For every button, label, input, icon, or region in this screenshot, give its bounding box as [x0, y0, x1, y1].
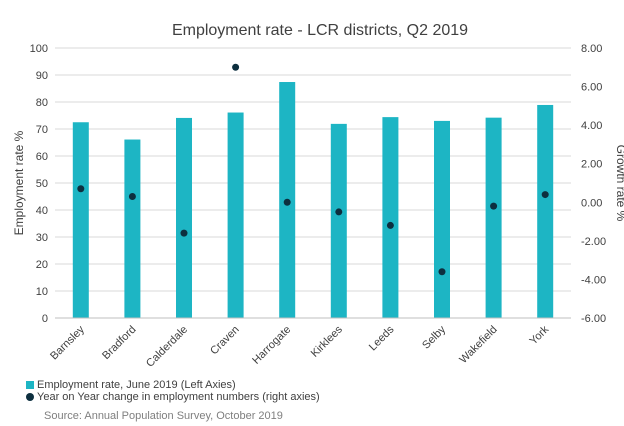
bar	[227, 112, 244, 318]
left-tick-label: 70	[36, 124, 48, 136]
right-tick-label: 8.00	[581, 43, 602, 55]
data-point	[541, 191, 549, 199]
left-tick-label: 90	[36, 70, 48, 82]
left-tick-label: 50	[36, 178, 48, 190]
bar	[434, 120, 450, 319]
left-axis-label: Employment rate %	[12, 130, 26, 235]
right-axis-label: Growth rate %	[614, 145, 624, 222]
legend-swatch-dot	[26, 393, 34, 401]
bar	[124, 139, 141, 318]
x-tick-label: Barnsley	[48, 323, 87, 362]
right-tick-label: -2.00	[581, 236, 606, 248]
right-tick-label: 6.00	[581, 82, 602, 94]
left-tick-label: 30	[36, 232, 48, 244]
x-axis-labels: Barnsley Bradford Calderdale Craven Harrogat…	[48, 323, 551, 369]
left-axis-ticks: 0 10 20 30 40 50 60 70 80 90 100	[30, 43, 48, 325]
left-tick-label: 80	[36, 97, 48, 109]
bar	[72, 122, 89, 318]
bar	[382, 117, 399, 319]
legend-label-yoy-change: Year on Year change in employment number…	[37, 391, 320, 403]
right-tick-label: 0.00	[581, 197, 602, 209]
left-tick-label: 0	[42, 313, 48, 325]
legend-item-yoy-change: Year on Year change in employment number…	[26, 391, 320, 403]
data-point	[490, 202, 498, 210]
legend-swatch-bar	[26, 381, 34, 389]
left-tick-label: 60	[36, 151, 48, 163]
chart-title: Employment rate - LCR districts, Q2 2019	[172, 22, 468, 39]
bar	[176, 117, 192, 319]
left-tick-label: 20	[36, 259, 48, 271]
right-tick-label: -6.00	[581, 313, 606, 325]
dot-series	[77, 63, 549, 276]
right-axis-ticks: -6.00 -4.00 -2.00 0.00 2.00 4.00 6.00 8.00	[581, 43, 606, 325]
bar	[485, 117, 502, 318]
x-tick-label: Bradford	[100, 324, 138, 362]
x-tick-label: Craven	[208, 324, 242, 358]
left-tick-label: 100	[30, 43, 48, 55]
x-tick-label: Leeds	[367, 323, 397, 353]
data-point	[77, 185, 85, 193]
data-point	[232, 63, 240, 71]
right-tick-label: 4.00	[581, 120, 602, 132]
data-point	[386, 221, 394, 229]
x-tick-label: Harrogate	[250, 324, 293, 367]
legend-item-employment-rate: Employment rate, June 2019 (Left Axies)	[26, 379, 320, 391]
gridlines	[55, 47, 571, 292]
left-tick-label: 40	[36, 205, 48, 217]
data-point	[180, 229, 188, 237]
bar	[330, 123, 347, 319]
x-tick-label: Calderdale	[144, 324, 190, 370]
data-point	[335, 208, 343, 216]
x-tick-label: Kirklees	[309, 323, 346, 360]
data-point	[438, 268, 446, 276]
legend-label-employment-rate: Employment rate, June 2019 (Left Axies)	[37, 379, 236, 391]
right-tick-label: -4.00	[581, 274, 606, 286]
data-point	[283, 198, 291, 206]
bar	[537, 104, 554, 318]
x-tick-label: Wakefield	[457, 324, 499, 366]
source-note: Source: Annual Population Survey, Octobe…	[44, 410, 283, 422]
data-point	[128, 193, 136, 200]
bar-series	[72, 82, 554, 319]
right-tick-label: 2.00	[581, 159, 602, 171]
left-tick-label: 10	[36, 286, 48, 298]
x-tick-label: York	[528, 323, 552, 347]
x-tick-label: Selby	[420, 323, 448, 351]
legend: Employment rate, June 2019 (Left Axies) …	[26, 379, 320, 403]
